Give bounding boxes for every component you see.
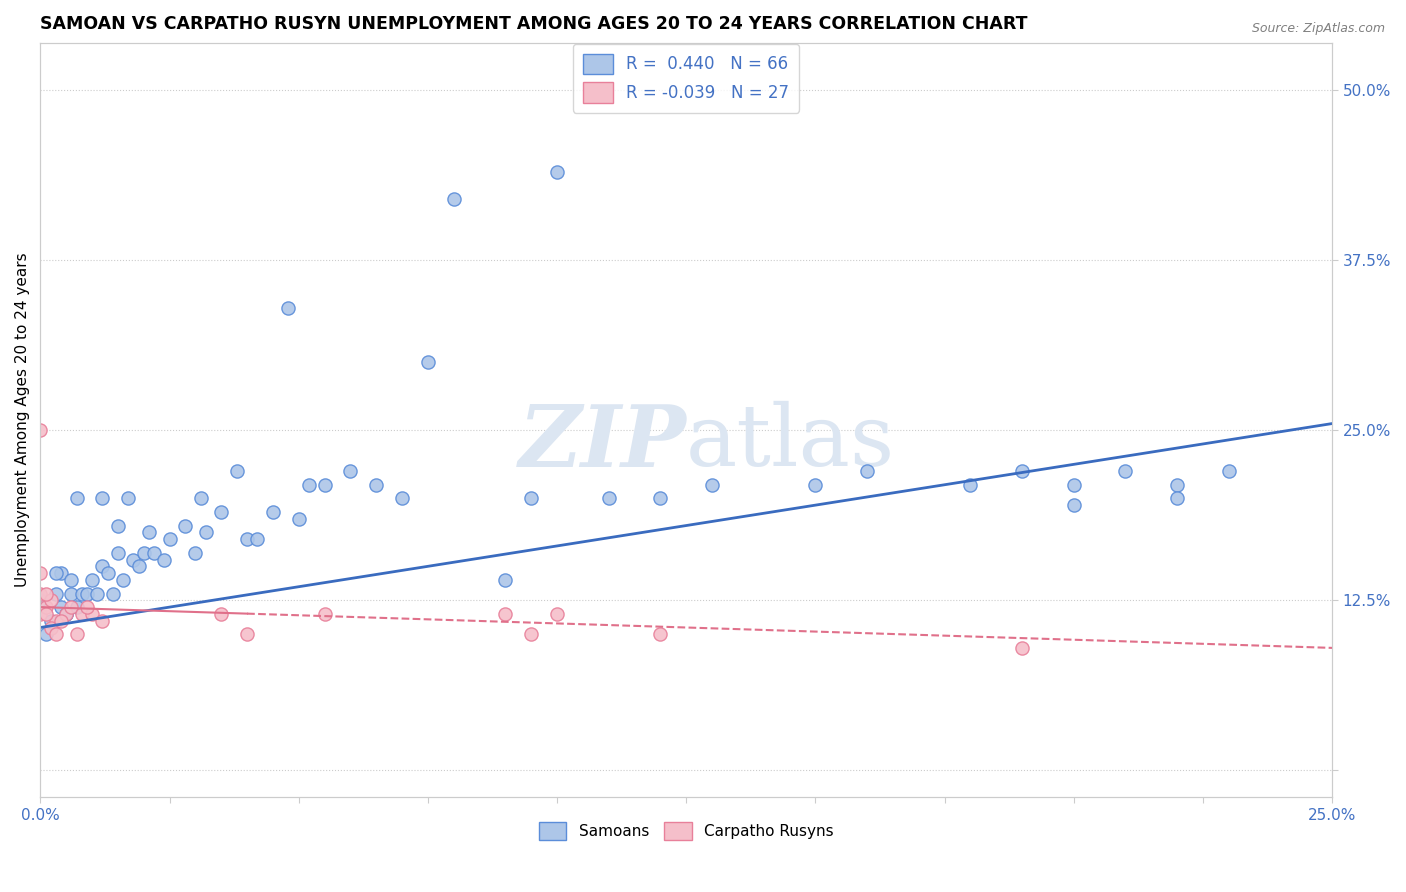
Point	[236, 532, 259, 546]
Text: atlas: atlas	[686, 401, 896, 484]
Point	[49, 600, 72, 615]
Point	[174, 518, 197, 533]
Point	[184, 546, 207, 560]
Point	[339, 464, 361, 478]
Text: ZIP: ZIP	[519, 401, 686, 484]
Point	[34, 627, 56, 641]
Point	[494, 573, 516, 587]
Point	[117, 491, 139, 506]
Point	[190, 491, 212, 506]
Point	[91, 491, 114, 506]
Point	[1063, 498, 1085, 512]
Point	[153, 552, 176, 566]
Point	[70, 586, 93, 600]
Point	[76, 600, 98, 615]
Point	[49, 614, 72, 628]
Point	[1011, 464, 1033, 478]
Point	[1166, 491, 1188, 506]
Point	[314, 607, 336, 621]
Point	[366, 477, 388, 491]
Point	[598, 491, 620, 506]
Point	[391, 491, 413, 506]
Point	[298, 477, 321, 491]
Point	[287, 512, 309, 526]
Point	[1166, 477, 1188, 491]
Point	[246, 532, 269, 546]
Point	[30, 586, 52, 600]
Point	[65, 600, 87, 615]
Point	[132, 546, 155, 560]
Point	[277, 301, 299, 315]
Point	[128, 559, 150, 574]
Point	[45, 614, 67, 628]
Point	[39, 620, 62, 634]
Point	[97, 566, 120, 581]
Point	[143, 546, 166, 560]
Point	[60, 600, 83, 615]
Point	[49, 566, 72, 581]
Point	[650, 627, 672, 641]
Point	[209, 607, 232, 621]
Point	[39, 593, 62, 607]
Point	[194, 525, 217, 540]
Point	[91, 614, 114, 628]
Point	[138, 525, 160, 540]
Point	[856, 464, 879, 478]
Point	[112, 573, 135, 587]
Point	[45, 566, 67, 581]
Point	[262, 505, 284, 519]
Point	[34, 607, 56, 621]
Text: Source: ZipAtlas.com: Source: ZipAtlas.com	[1251, 22, 1385, 36]
Point	[55, 607, 77, 621]
Point	[804, 477, 827, 491]
Point	[91, 559, 114, 574]
Point	[546, 607, 568, 621]
Point	[45, 586, 67, 600]
Point	[60, 586, 83, 600]
Point	[45, 627, 67, 641]
Point	[65, 627, 87, 641]
Point	[76, 586, 98, 600]
Point	[80, 573, 103, 587]
Point	[209, 505, 232, 519]
Point	[86, 586, 108, 600]
Point	[55, 607, 77, 621]
Point	[443, 192, 465, 206]
Point	[959, 477, 981, 491]
Point	[39, 614, 62, 628]
Point	[122, 552, 145, 566]
Point	[101, 586, 124, 600]
Point	[546, 165, 568, 179]
Point	[520, 627, 543, 641]
Point	[700, 477, 723, 491]
Point	[520, 491, 543, 506]
Point	[1218, 464, 1240, 478]
Point	[107, 546, 129, 560]
Point	[30, 566, 52, 581]
Point	[314, 477, 336, 491]
Point	[30, 607, 52, 621]
Point	[650, 491, 672, 506]
Point	[55, 607, 77, 621]
Point	[107, 518, 129, 533]
Point	[60, 573, 83, 587]
Point	[1011, 640, 1033, 655]
Point	[34, 586, 56, 600]
Point	[416, 355, 439, 369]
Point	[225, 464, 247, 478]
Point	[159, 532, 181, 546]
Point	[34, 600, 56, 615]
Point	[1114, 464, 1136, 478]
Y-axis label: Unemployment Among Ages 20 to 24 years: Unemployment Among Ages 20 to 24 years	[15, 252, 30, 588]
Legend: Samoans, Carpatho Rusyns: Samoans, Carpatho Rusyns	[533, 815, 839, 847]
Point	[65, 491, 87, 506]
Point	[30, 593, 52, 607]
Point	[70, 607, 93, 621]
Point	[30, 423, 52, 437]
Point	[236, 627, 259, 641]
Point	[80, 607, 103, 621]
Point	[494, 607, 516, 621]
Point	[1063, 477, 1085, 491]
Text: SAMOAN VS CARPATHO RUSYN UNEMPLOYMENT AMONG AGES 20 TO 24 YEARS CORRELATION CHAR: SAMOAN VS CARPATHO RUSYN UNEMPLOYMENT AM…	[41, 15, 1028, 33]
